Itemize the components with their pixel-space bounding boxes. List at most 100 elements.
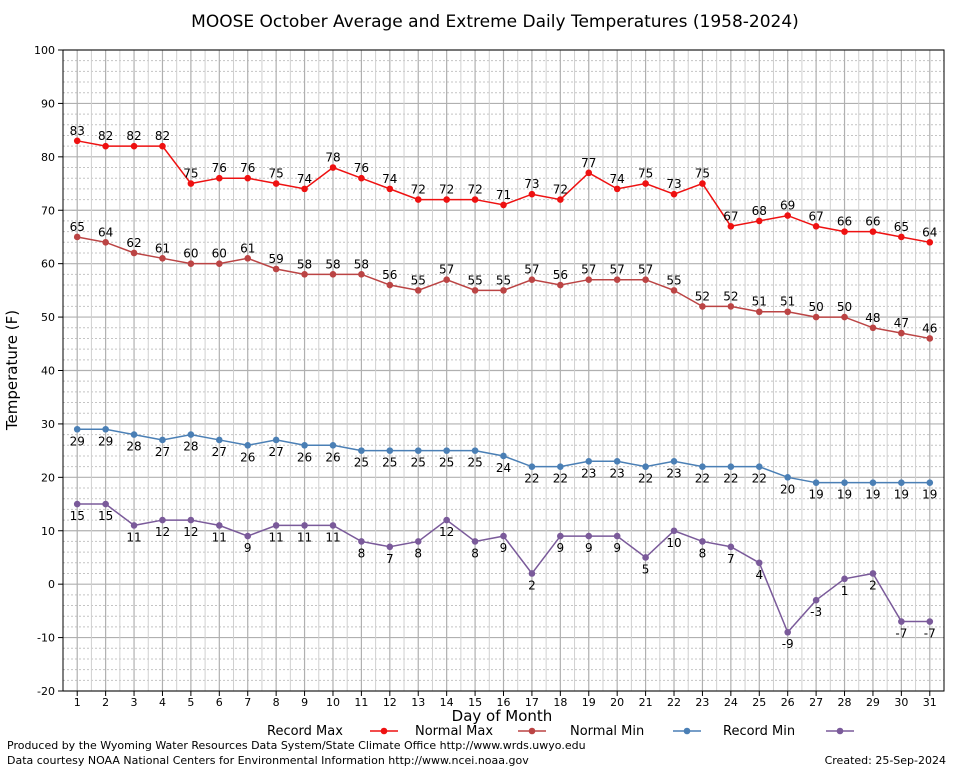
data-point [358,271,365,278]
data-label: 7 [727,552,735,566]
data-label: 61 [155,241,170,255]
y-tick-label: 10 [41,525,55,538]
data-point [130,522,138,529]
data-point [528,463,536,470]
data-point [585,276,593,283]
footer-data-courtesy: Data courtesy NOAA National Centers for … [7,754,529,767]
data-label: 9 [500,541,508,555]
data-point [869,479,877,486]
data-point [557,463,564,470]
data-label: 75 [695,167,710,181]
data-point [443,196,450,203]
data-label: 24 [496,461,511,475]
y-tick-label: -10 [37,632,55,645]
data-label: 22 [638,472,653,486]
data-label: 27 [212,445,227,459]
x-tick-label: 22 [667,696,681,709]
x-tick-label: 11 [354,696,368,709]
data-label: 15 [70,509,85,523]
data-label: 28 [126,440,141,454]
data-point [784,474,791,481]
data-point [130,431,138,438]
data-point [727,222,735,230]
data-label: 55 [467,273,482,287]
data-point [500,532,507,540]
data-label: 23 [666,466,681,480]
data-label: 26 [297,450,312,464]
y-tick-label: 30 [41,418,55,431]
data-label: 22 [553,472,568,486]
data-point [784,308,791,316]
data-point [130,142,138,150]
x-tick-label: 24 [724,696,738,709]
data-point [613,185,621,193]
legend-item-0: Record Max [267,724,398,739]
data-point [216,436,223,444]
data-point [187,180,195,187]
data-point [898,618,905,625]
x-tick-label: 25 [752,696,766,709]
x-tick-label: 1 [74,696,81,709]
data-label: 25 [382,456,397,470]
data-label: 19 [922,488,937,502]
data-point [841,313,848,321]
data-point [926,335,934,342]
data-label: 64 [922,225,937,239]
data-point [812,222,820,230]
data-label: 72 [411,183,426,197]
y-axis-label: Temperature (F) [3,310,21,431]
data-label: 73 [524,177,539,191]
data-point [187,431,195,438]
data-point [386,447,394,454]
data-point [159,516,166,524]
data-label: 29 [70,434,85,448]
x-tick-label: 7 [244,696,251,709]
x-tick-label: 12 [383,696,397,709]
legend-swatch-marker [380,727,388,735]
data-point [557,532,564,540]
data-point [670,190,678,198]
y-tick-label: 90 [41,97,55,110]
data-point [869,324,877,332]
x-tick-label: 8 [273,696,280,709]
x-tick-label: 6 [216,696,223,709]
legend: Record Max Normal Max Normal Min Record Min [267,724,854,739]
data-label: 52 [695,289,710,303]
data-label: 56 [553,268,568,282]
data-point [841,575,848,583]
data-point [898,233,905,241]
data-point [812,479,820,486]
data-label: 9 [244,541,252,555]
x-tick-label: 2 [102,696,109,709]
data-label: 11 [269,530,284,544]
legend-swatch-marker [683,727,691,735]
data-point [329,271,337,278]
data-point [73,500,81,508]
y-tick-label: 40 [41,365,55,378]
x-tick-label: 29 [866,696,880,709]
data-point [699,538,706,545]
data-point [642,554,649,561]
data-label: 60 [183,247,198,261]
y-tick-label: 0 [48,578,55,591]
data-label: 19 [894,488,909,502]
x-tick-label: 20 [610,696,624,709]
data-label: 61 [240,241,255,255]
data-label: 76 [240,161,255,175]
data-point [329,441,337,449]
data-label: 8 [358,546,366,560]
data-label: 5 [642,562,650,576]
data-label: 57 [581,263,596,277]
y-tick-label: 50 [41,311,55,324]
legend-item-3: Record Min [723,724,854,739]
data-label: 22 [524,472,539,486]
x-tick-label: 23 [695,696,709,709]
data-point [898,479,905,486]
data-point [272,180,280,187]
data-label: 55 [666,273,681,287]
data-label: 82 [126,129,141,143]
data-point [272,436,280,444]
data-label: 72 [553,183,568,197]
